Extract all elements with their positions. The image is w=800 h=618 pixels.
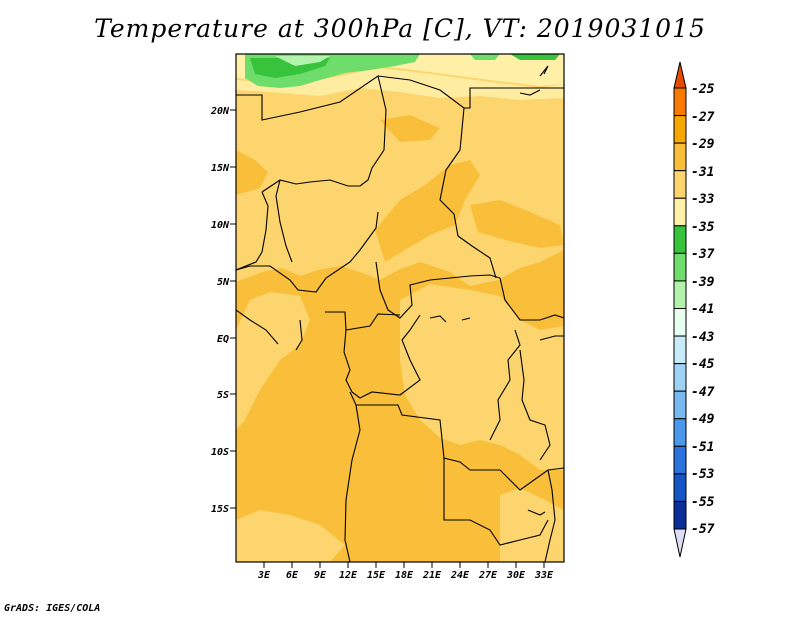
lat-tick: 5S — [217, 390, 236, 401]
colorbar-box — [673, 500, 687, 530]
latitude-axis: 20N 15N 10N 5N EQ 5S 10S 15S — [210, 106, 236, 515]
colorbar-box — [673, 390, 687, 420]
lat-label-15s: 15S — [211, 504, 229, 515]
lon-label-27e: 27E — [478, 570, 498, 581]
colorbar-box — [673, 473, 687, 502]
lat-tick: 20N — [210, 106, 236, 117]
grads-credit: GrADS: IGES/COLA — [4, 603, 101, 614]
lon-label-3e: 3E — [257, 570, 271, 581]
lat-tick: EQ — [217, 334, 236, 345]
temperature-field — [236, 54, 564, 562]
lat-label-10n: 10N — [211, 220, 230, 231]
lat-label-5n: 5N — [217, 277, 230, 288]
colorbar-label: -39 — [691, 275, 715, 290]
lat-tick: 15S — [211, 504, 236, 515]
lat-tick: 15N — [211, 163, 236, 174]
lat-label-10s: 10S — [211, 447, 229, 458]
colorbar-label: -41 — [691, 302, 714, 317]
colorbar-box — [673, 170, 687, 199]
colorbar-labels: -25 -27 -29 -31 -33 -35 -37 -39 -41 -43 … — [691, 82, 715, 537]
colorbar-label: -47 — [691, 385, 715, 400]
colorbar-box — [673, 142, 687, 172]
colorbar-label: -27 — [691, 110, 715, 125]
lon-label-30e: 30E — [506, 570, 526, 581]
lat-label-5s: 5S — [217, 390, 229, 401]
lat-tick: 10S — [211, 447, 236, 458]
lon-label-6e: 6E — [286, 570, 299, 581]
colorbar-box — [673, 115, 687, 144]
colorbar-box — [673, 197, 687, 227]
lon-label-24e: 24E — [450, 570, 470, 581]
colorbar-box — [673, 418, 687, 447]
lon-label-21e: 21E — [422, 570, 442, 581]
lat-label-eq: EQ — [217, 334, 229, 345]
colorbar-box — [673, 335, 687, 365]
colorbar-bottom-arrow — [673, 528, 687, 558]
colorbar-label: -51 — [691, 440, 714, 455]
lat-tick: 10N — [211, 220, 236, 231]
colorbar-box — [673, 308, 687, 337]
colorbar-box — [673, 445, 687, 475]
colorbar-boxes — [673, 87, 687, 530]
colorbar-label: -55 — [691, 495, 715, 510]
longitude-axis: 3E 6E 9E 12E 15E 18E 21E 24E 27E 30E 33E — [257, 562, 554, 581]
colorbar-box — [673, 280, 687, 310]
colorbar-label: -31 — [691, 165, 714, 180]
lon-label-15e: 15E — [367, 570, 386, 581]
colorbar-label: -25 — [691, 82, 715, 97]
map-title: Temperature at 300hPa [C], VT: 201903101… — [94, 14, 706, 43]
colorbar-label: -53 — [691, 467, 715, 482]
colorbar-label: -43 — [691, 330, 715, 345]
map-frame — [235, 53, 565, 563]
lon-label-9e: 9E — [314, 570, 327, 581]
colorbar-label: -45 — [691, 357, 715, 372]
lon-label-33e: 33E — [534, 570, 554, 581]
colorbar: -25 -27 -29 -31 -33 -35 -37 -39 -41 -43 … — [673, 61, 715, 558]
colorbar-label: -33 — [691, 192, 715, 207]
lon-label-18e: 18E — [395, 570, 414, 581]
colorbar-box — [673, 87, 687, 117]
colorbar-top-arrow — [673, 61, 687, 89]
lat-tick: 5N — [217, 277, 236, 288]
colorbar-label: -29 — [691, 137, 715, 152]
colorbar-label: -35 — [691, 220, 715, 235]
lon-label-12e: 12E — [339, 570, 358, 581]
lat-label-15n: 15N — [211, 163, 230, 174]
colorbar-label: -57 — [691, 522, 715, 537]
colorbar-label: -37 — [691, 247, 715, 262]
colorbar-label: -49 — [691, 412, 715, 427]
colorbar-box — [673, 363, 687, 392]
colorbar-box — [673, 225, 687, 254]
colorbar-box — [673, 252, 687, 282]
country-borders — [236, 65, 564, 562]
lat-label-20n: 20N — [210, 106, 230, 117]
